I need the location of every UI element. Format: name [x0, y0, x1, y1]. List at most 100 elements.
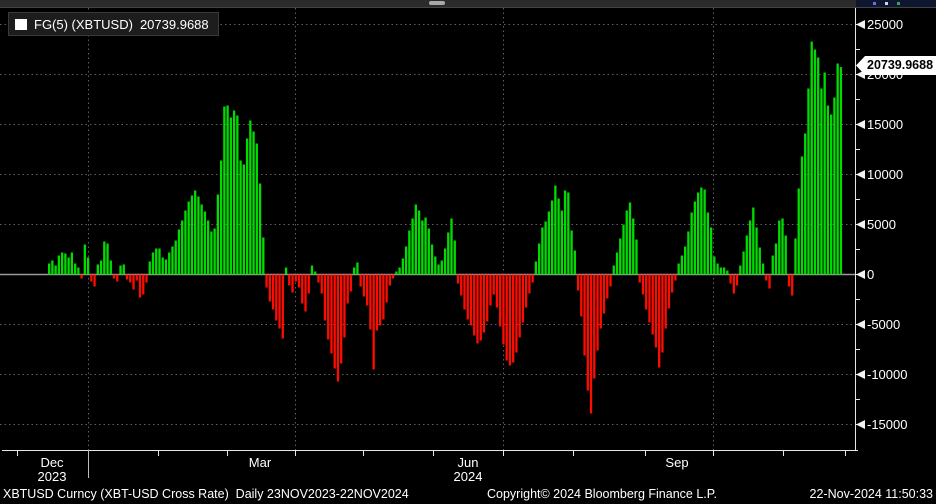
bar [726, 270, 729, 275]
bar [791, 274, 794, 296]
bar [67, 257, 70, 275]
x-axis-label: Jun [458, 455, 479, 470]
x-axis-label: Dec [40, 455, 64, 470]
bar [414, 204, 417, 275]
bar [804, 133, 807, 275]
titlebar [0, 0, 936, 8]
y-tick-label: 10000 [867, 167, 903, 182]
y-tick-label: 15000 [867, 117, 903, 132]
bar [589, 274, 593, 414]
bar [249, 120, 252, 275]
legend-swatch-icon [15, 18, 27, 30]
bar [366, 274, 369, 306]
bar [60, 252, 64, 275]
bar [696, 192, 700, 275]
titlebar-indicator-icon [873, 2, 876, 5]
bar [742, 251, 745, 275]
bar [794, 238, 797, 275]
bar [320, 274, 323, 294]
bar [531, 274, 534, 283]
bar [135, 274, 138, 281]
bar [645, 274, 648, 310]
bar [466, 274, 469, 320]
bar [343, 274, 346, 338]
bar [151, 252, 155, 275]
bar [138, 274, 142, 298]
bar [450, 218, 453, 275]
bar [576, 274, 580, 291]
bar [797, 188, 800, 275]
bar [755, 227, 758, 275]
bar [469, 274, 473, 326]
bar [807, 88, 810, 275]
bar [599, 274, 602, 329]
bar [735, 274, 739, 286]
bar [684, 246, 687, 275]
bar [148, 261, 151, 275]
bar [823, 72, 826, 275]
bar [103, 241, 106, 275]
bar [528, 274, 531, 294]
bar [641, 274, 645, 295]
bar [826, 105, 830, 275]
bar [408, 230, 411, 275]
bar [463, 274, 466, 310]
bar [537, 243, 541, 275]
study-legend[interactable]: FG(5) (XBTUSD) 20739.9688 [8, 12, 219, 36]
bar [619, 238, 622, 275]
bar [70, 252, 74, 275]
y-tick-label: 5000 [867, 217, 896, 232]
y-tick-label: -15000 [867, 417, 907, 432]
y-tick-arrow-icon [856, 20, 865, 29]
bar [304, 274, 307, 312]
bar [563, 190, 567, 275]
bar [382, 274, 385, 320]
bar [369, 274, 372, 330]
bar [356, 262, 359, 275]
bar [554, 185, 557, 275]
bar [184, 210, 187, 275]
bar [281, 274, 284, 339]
bar [317, 274, 320, 283]
bar [541, 227, 544, 275]
bar [362, 274, 366, 297]
bar [525, 274, 528, 308]
bar [48, 263, 51, 275]
bar [492, 274, 495, 295]
bar [275, 274, 278, 321]
bar [508, 274, 512, 366]
bar [391, 274, 395, 279]
bar [447, 232, 450, 275]
bar [651, 274, 654, 335]
y-tick-arrow-icon [856, 320, 865, 329]
bar [168, 252, 171, 275]
copyright-text: Copyright© 2024 Bloomberg Finance L.P. [487, 487, 717, 501]
bar [291, 274, 294, 293]
drag-handle[interactable] [429, 1, 445, 5]
timestamp: 22-Nov-2024 11:50:33 [809, 487, 933, 501]
bar [570, 230, 573, 275]
bar [90, 274, 93, 282]
bar [550, 200, 554, 275]
bar [518, 274, 521, 338]
x-axis-label: Mar [249, 455, 272, 470]
bar [417, 210, 421, 275]
bar [219, 160, 223, 275]
bar [690, 212, 693, 275]
bar [200, 204, 203, 275]
bar [190, 195, 194, 275]
bar [122, 264, 125, 275]
bar [703, 189, 706, 275]
bar [109, 260, 112, 275]
bar [687, 231, 690, 275]
bar [813, 49, 817, 275]
bar [739, 265, 742, 275]
bar [502, 274, 505, 345]
security-description: XBTUSD Curncy (XBT-USD Cross Rate) Daily… [3, 487, 409, 501]
bar [265, 274, 268, 288]
bar [706, 212, 710, 275]
bar [194, 190, 197, 275]
bar [112, 274, 116, 279]
bar [336, 274, 340, 382]
